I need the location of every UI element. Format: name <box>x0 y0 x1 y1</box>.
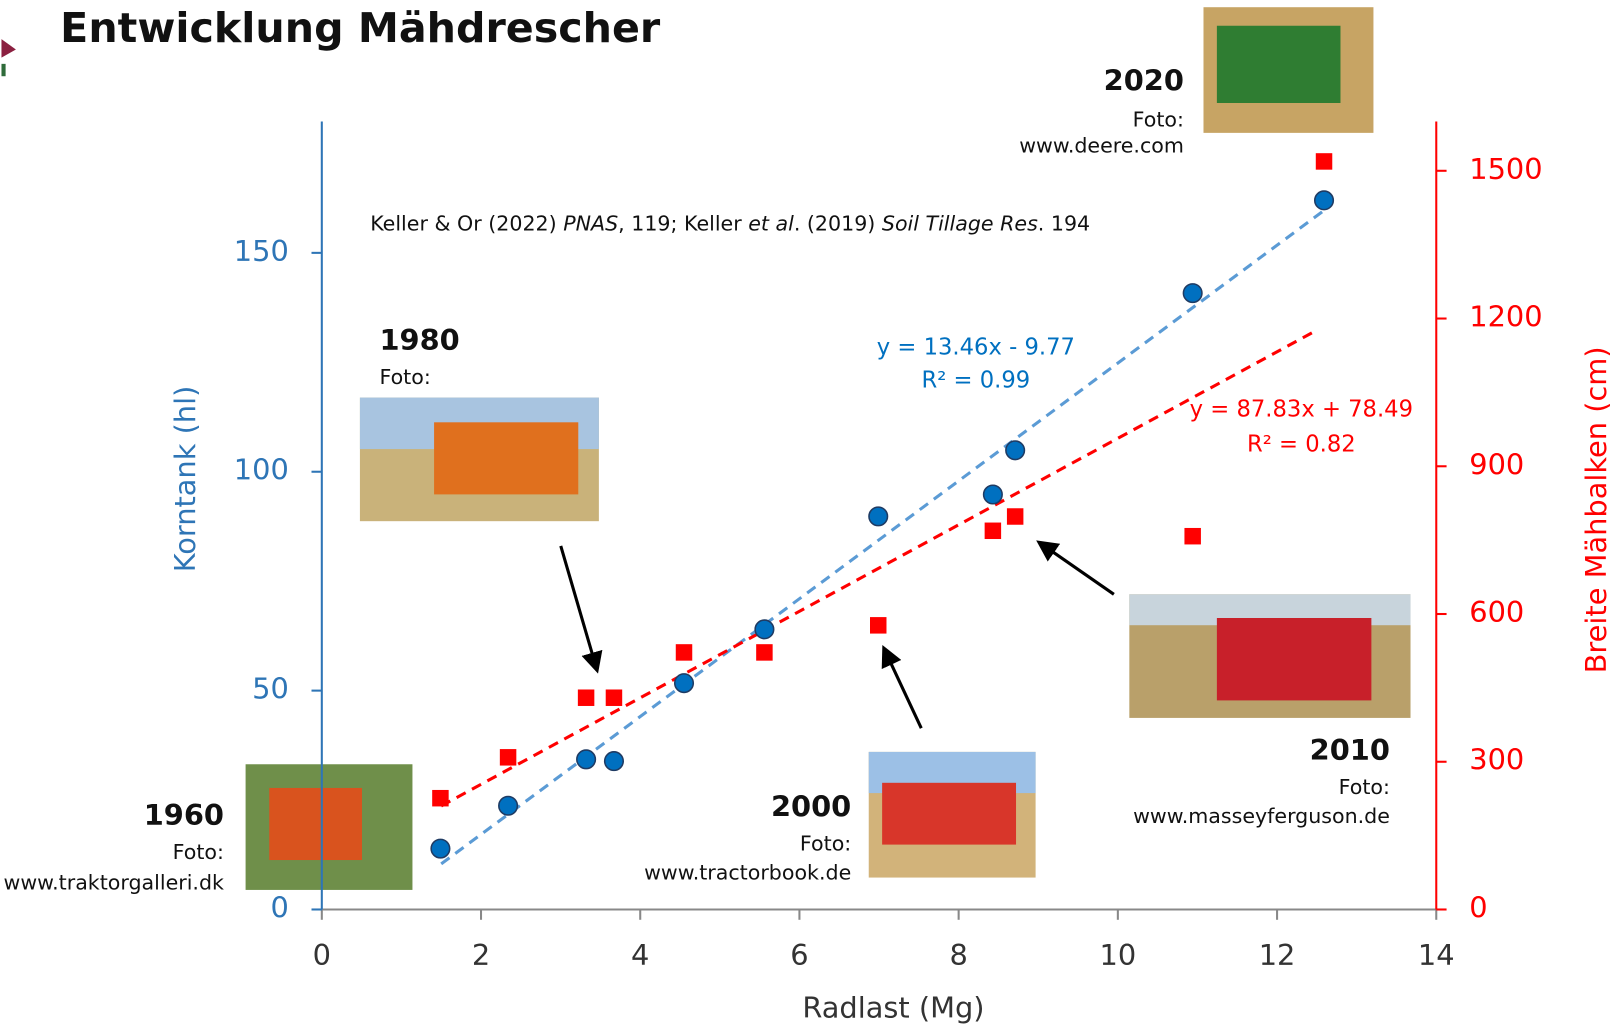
arrow <box>881 644 923 729</box>
point <box>1184 527 1201 545</box>
point <box>430 838 451 859</box>
citation-part: Soil Tillage Res <box>882 212 1038 236</box>
annotation-url: www.masseyferguson.de <box>1133 804 1390 828</box>
point <box>498 795 519 816</box>
x-tick-label: 4 <box>631 938 649 972</box>
photos <box>245 7 1411 890</box>
y2-axis-label: Breite Mähbalken (cm) <box>1579 346 1613 673</box>
point <box>982 484 1003 505</box>
y2-tick-label: 1500 <box>1469 152 1542 186</box>
citation-part: et al <box>748 212 794 236</box>
x-tick-label: 14 <box>1418 938 1455 972</box>
citation-part: . (2019) <box>794 212 882 236</box>
arrow <box>1036 540 1115 596</box>
y-tick-label: 150 <box>234 234 289 268</box>
photo-detail <box>882 782 1017 845</box>
point <box>870 617 887 634</box>
point <box>675 644 693 661</box>
citation: Keller & Or (2022) PNAS, 119; Keller et … <box>370 212 1090 236</box>
x-tick-label: 8 <box>949 938 967 972</box>
annotation-url: www.deere.com <box>1019 133 1184 157</box>
trend-equation: y = 87.83x + 78.49 <box>1190 396 1413 422</box>
annotation-url: www.tractorbook.de <box>644 860 851 884</box>
point <box>605 689 623 706</box>
point <box>1006 508 1024 525</box>
trend-r2: R² = 0.99 <box>922 368 1031 394</box>
citation-part: . 194 <box>1038 212 1090 236</box>
annotation-year: 1980 <box>379 323 459 357</box>
trend-line <box>440 328 1318 808</box>
y-tick-label: 0 <box>271 890 289 924</box>
logo-fragment <box>1 63 6 77</box>
y-tick-label: 100 <box>234 453 289 487</box>
y2-tick-label: 600 <box>1469 595 1524 629</box>
annotation-foto: Foto: <box>800 832 851 856</box>
point <box>868 506 889 527</box>
x-tick-label: 2 <box>472 938 490 972</box>
point <box>603 751 625 772</box>
annotation-year: 2000 <box>771 790 851 824</box>
point <box>673 673 695 694</box>
annotation-year: 1960 <box>144 798 224 832</box>
point <box>1005 440 1026 461</box>
point <box>754 619 775 640</box>
point <box>499 749 517 766</box>
x-axis-label: Radlast (Mg) <box>802 990 984 1024</box>
point <box>1313 190 1335 211</box>
point <box>984 522 1002 540</box>
citation-part: Keller & Or (2022) <box>370 212 563 236</box>
x-tick-label: 0 <box>313 938 331 972</box>
arrow <box>559 545 603 674</box>
point <box>756 644 773 661</box>
y2-tick-label: 1200 <box>1469 300 1542 334</box>
photo-detail <box>1216 618 1372 701</box>
point <box>432 789 449 807</box>
annotation-foto: Foto: <box>1133 108 1184 132</box>
y2-tick-label: 300 <box>1469 743 1524 777</box>
y2-tick-label: 900 <box>1469 447 1524 481</box>
chart-title: Entwicklung Mähdrescher <box>60 4 661 52</box>
x-tick-label: 12 <box>1259 938 1296 972</box>
point <box>577 689 595 706</box>
point <box>1182 283 1203 304</box>
annotation-foto: Foto: <box>173 840 224 864</box>
x-tick-label: 6 <box>790 938 808 972</box>
y-tick-label: 50 <box>252 672 289 706</box>
annotation-url: www.traktorgalleri.dk <box>4 871 225 895</box>
photo-detail <box>269 787 362 861</box>
annotation-foto: Foto: <box>379 365 430 389</box>
point <box>576 749 597 770</box>
point <box>1315 153 1333 170</box>
annotation-year: 2010 <box>1310 733 1390 767</box>
photo-detail <box>434 422 579 495</box>
photo-detail <box>1216 25 1341 103</box>
annotation-year: 2020 <box>1104 63 1184 97</box>
trend-r2: R² = 0.82 <box>1247 431 1356 457</box>
trend-equation: y = 13.46x - 9.77 <box>877 335 1075 361</box>
x-tick-label: 10 <box>1100 938 1137 972</box>
annotation-foto: Foto: <box>1339 775 1390 799</box>
logo-fragment <box>1 39 16 58</box>
citation-part: PNAS <box>563 212 618 236</box>
citation-part: , 119; Keller <box>618 212 748 236</box>
y-axis-label: Korntank (hl) <box>168 386 202 573</box>
y2-tick-label: 0 <box>1469 890 1487 924</box>
